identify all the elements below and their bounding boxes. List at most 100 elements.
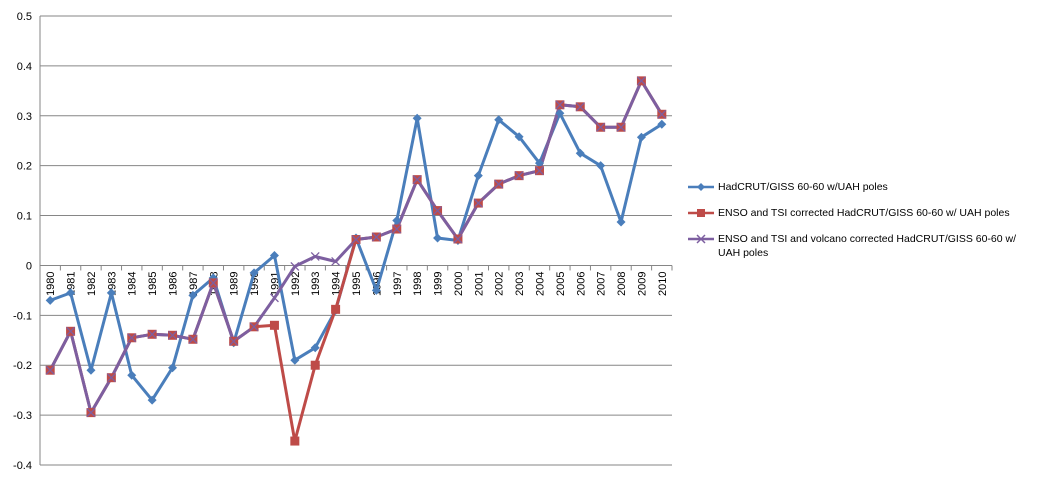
point-x (290, 261, 300, 271)
point-diamond (657, 119, 667, 129)
point-x (575, 102, 585, 112)
legend-label-enso-tsi-volcano: ENSO and TSI and volcano corrected HadCR… (718, 233, 1017, 259)
point-x (494, 179, 504, 189)
point-x (86, 408, 96, 418)
point-diamond (371, 285, 381, 295)
y-tick-label: -0.1 (13, 310, 32, 322)
legend-item-enso-tsi-volcano: ENSO and TSI and volcano corrected HadCR… (688, 232, 1033, 260)
y-tick-label: 0.4 (17, 61, 32, 73)
point-x (596, 122, 606, 132)
point-diamond (596, 161, 606, 171)
point-diamond (290, 355, 300, 365)
point-x (188, 334, 198, 344)
y-tick-label: 0.3 (17, 111, 32, 123)
x-tick-label: 1995 (351, 271, 363, 295)
x-tick-label: 1986 (168, 271, 180, 295)
point-x (371, 232, 381, 242)
point-diamond (412, 113, 422, 123)
x-tick-label: 1998 (412, 271, 424, 295)
x-tick-label: 2001 (473, 271, 485, 295)
x-tick-label: 1984 (127, 271, 139, 295)
point-x (514, 171, 524, 181)
point-diamond (392, 216, 402, 226)
y-tick-label: -0.4 (13, 460, 32, 472)
x-tick-label: 2007 (596, 271, 608, 295)
point-diamond (636, 132, 646, 142)
point-x (351, 235, 361, 244)
point-x (392, 224, 402, 234)
point-x (616, 122, 626, 132)
point-diamond (45, 295, 55, 305)
point-x (331, 256, 341, 266)
legend-label-hadcrut: HadCRUT/GISS 60-60 w/UAH poles (718, 181, 888, 193)
x-tick-label: 2003 (514, 271, 526, 295)
y-tick-label: -0.3 (13, 410, 32, 422)
x-tick-label: 2008 (616, 271, 628, 295)
point-x (168, 330, 177, 340)
point-x (433, 206, 443, 216)
point-square (290, 436, 300, 446)
point-diamond (555, 108, 565, 118)
x-tick-label: 1981 (66, 271, 78, 295)
point-diamond (147, 395, 157, 405)
y-tick-label: 0 (26, 260, 32, 272)
x-tick-label: 2009 (636, 271, 648, 295)
point-diamond (433, 233, 443, 243)
legend-swatch-diamond-icon (688, 183, 714, 191)
legend-item-hadcrut: HadCRUT/GISS 60-60 w/UAH poles (688, 180, 1033, 194)
x-tick-label: 1980 (45, 271, 57, 295)
point-x (45, 365, 55, 375)
x-tick-label: 1982 (86, 271, 98, 295)
x-tick-label: 1994 (331, 271, 343, 295)
point-x (269, 293, 279, 303)
point-diamond (66, 288, 76, 298)
point-diamond (616, 217, 626, 227)
point-x (127, 333, 137, 343)
point-x (66, 326, 76, 336)
point-diamond (575, 148, 585, 158)
point-x (535, 166, 544, 176)
x-tick-label: 2006 (575, 271, 587, 295)
y-tick-label: -0.2 (13, 360, 32, 372)
point-diamond (494, 115, 504, 125)
x-tick-label: 1992 (290, 271, 302, 295)
point-x (636, 76, 646, 86)
legend-swatch-square-icon (688, 209, 714, 217)
x-tick-label: 1989 (229, 271, 241, 295)
point-diamond (310, 343, 320, 353)
x-tick-label: 1999 (433, 271, 445, 295)
point-x (657, 109, 667, 119)
point-diamond (168, 363, 178, 373)
legend-swatch-x-icon (688, 234, 714, 244)
point-diamond (106, 288, 116, 298)
point-square (310, 360, 320, 370)
point-diamond (188, 290, 198, 300)
x-tick-label: 2004 (534, 271, 546, 295)
x-tick-label: 1987 (188, 271, 200, 295)
x-tick-label: 2002 (494, 271, 506, 295)
point-square (269, 320, 279, 330)
x-tick-label: 1983 (106, 271, 118, 295)
x-tick-label: 1985 (147, 271, 159, 295)
point-x (473, 198, 483, 208)
legend: HadCRUT/GISS 60-60 w/UAH poles ENSO and … (688, 180, 1033, 272)
x-tick-label: 2005 (555, 271, 567, 295)
point-x (555, 100, 565, 110)
y-tick-label: 0.2 (17, 161, 32, 173)
point-x (147, 329, 157, 339)
point-square (331, 304, 341, 314)
x-tick-label: 2000 (453, 271, 465, 295)
x-tick-label: 1993 (310, 271, 322, 295)
point-x (208, 278, 218, 288)
point-diamond (473, 171, 483, 181)
x-tick-label: 2010 (657, 271, 669, 295)
point-x (453, 234, 463, 244)
point-x (229, 336, 239, 346)
series-line-1 (49, 111, 663, 402)
y-tick-label: 0.1 (17, 211, 32, 223)
point-diamond (86, 365, 96, 375)
point-diamond (127, 370, 137, 380)
point-diamond (514, 132, 524, 142)
